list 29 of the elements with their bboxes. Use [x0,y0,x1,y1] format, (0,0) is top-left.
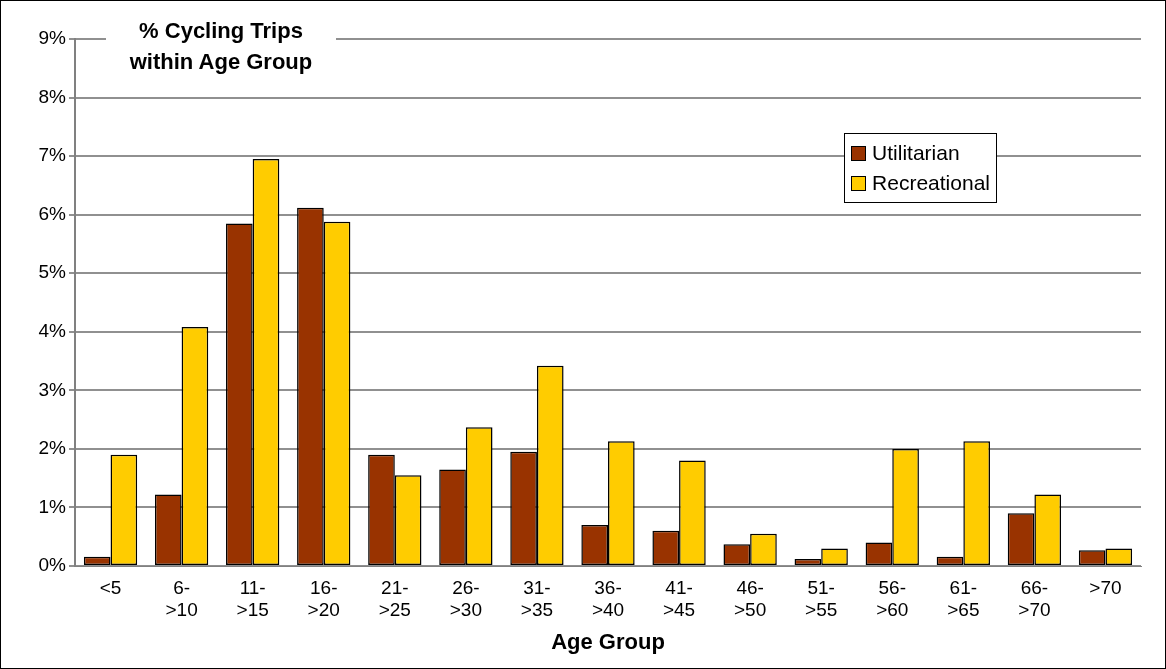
x-tick-label: <5 [99,576,122,598]
x-tick-label: 41->45 [662,576,696,621]
x-tick-label: 56->60 [876,576,909,621]
y-tick-label: 9% [38,27,67,49]
chart-title: % Cycling Trips within Age Group [106,15,336,81]
legend-label: Utilitarian [871,140,961,166]
x-tick-label: 21->25 [378,576,411,621]
x-axis-title: Age Group [551,628,665,654]
x-tick-label: 11->15 [236,576,269,621]
legend-label: Recreational [871,170,990,196]
y-tick-label: 1% [38,495,67,517]
y-tick-label: 0% [38,554,67,576]
x-tick-label: 26->30 [449,576,482,621]
x-tick-label: 51->55 [805,576,838,621]
y-tick-label: 8% [38,85,67,107]
x-tick-label: 36->40 [591,576,625,621]
x-tick-label: 46->50 [734,576,767,621]
y-tick-label: 3% [38,378,67,400]
y-tick-label: 5% [38,261,67,283]
y-tick-label: 7% [38,144,67,166]
x-tick-label: 16->20 [307,576,340,621]
y-tick-label: 2% [38,437,67,459]
x-tick-label: >70 [1089,576,1122,598]
y-tick-label: 6% [38,202,67,224]
x-tick-label: 6->10 [165,576,198,621]
x-tick-label: 31->35 [520,576,554,621]
x-tick-label: 61->65 [947,576,980,621]
y-tick-label: 4% [38,320,67,342]
x-tick-label: 66->70 [1018,576,1051,621]
